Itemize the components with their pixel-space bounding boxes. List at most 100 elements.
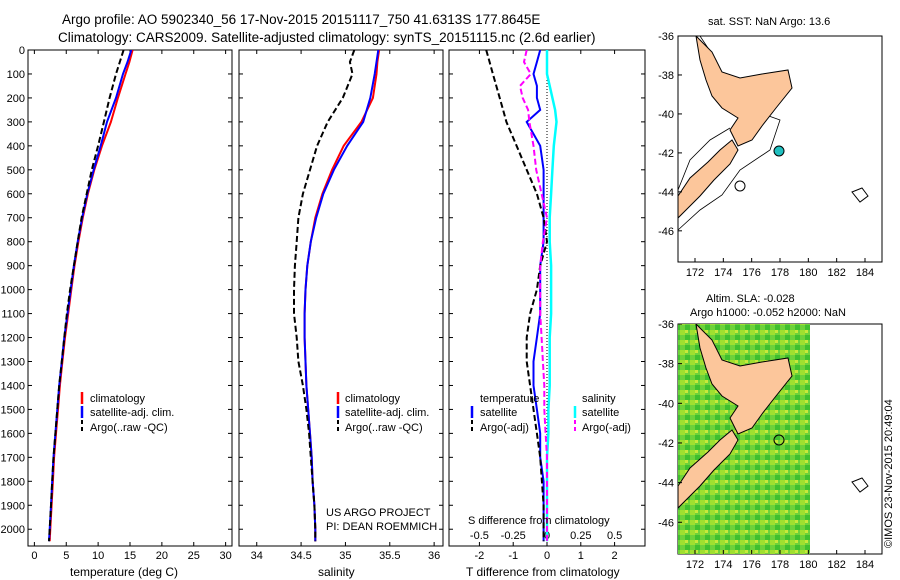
depth-tick-label: 400 [7,141,25,153]
legend-t-satellite: satellite [480,407,517,419]
legend-s-argo: Argo(-adj) [582,422,631,434]
legend-t-argo: Argo(-adj) [480,422,529,434]
series-line-temperature-argo-adj- [485,50,549,542]
depth-tick-label: 600 [7,189,25,201]
lat-tick-label: -44 [658,187,674,199]
series-line-argo-raw-qc- [293,50,356,542]
series-line-salinity-satellite [545,50,558,542]
temperature-x-tick-label: 15 [124,550,136,562]
salinity-x-tick-label: 35.5 [379,550,400,562]
salinity-lines [293,50,381,542]
sst-map: sat. SST: NaN Argo: 13.6 -36 -38 -40 -42 -44… [658,16,883,279]
temperature-depth-ticks: 0 100 200 300 400 500 600 700 800 900 1000 1100 1200… [1,45,232,536]
temperature-lines [48,50,134,542]
lat-tick-label: -46 [658,226,674,238]
depth-tick-label: 900 [7,261,25,273]
temperature-x-tick-label: 5 [63,550,69,562]
depth-tick-label: 1900 [1,500,25,512]
depth-tick-label: 2000 [1,524,25,536]
temperature-legend-argo: Argo(..raw -QC) [90,422,168,434]
temperature-x-tick-label: 30 [220,550,232,562]
depth-tick-label: 100 [7,69,25,81]
salinity-legend-climatology: climatology [345,393,401,405]
temperature-axes [27,49,233,547]
lat-tick-label: -38 [658,359,674,371]
temperature-x-tick-label: 25 [188,550,200,562]
temperature-x-tick-label: 10 [92,550,104,562]
salinity-xlabel: salinity [318,565,355,579]
temperature-legend-climatology: climatology [90,393,146,405]
depth-tick-label: 1100 [1,309,25,321]
sla-map-lon-ticks: 172 174 176 178 180 182 184 [686,550,874,571]
lat-tick-label: -42 [658,148,674,160]
lon-tick-label: 180 [799,559,817,571]
depth-tick-label: 1000 [1,285,25,297]
salinity-x-tick-label: 35 [339,550,351,562]
lon-tick-label: 182 [827,559,845,571]
salinity-legend: climatology satellite-adj. clim. Argo(..… [336,392,429,434]
lat-tick-label: -36 [658,31,674,43]
sla-map-title-1: Altim. SLA: -0.028 [706,293,795,305]
difference-panel: -2 -1 0 1 2 -0.5 -0.25 0 0.25 0.5 S difference f… [448,49,646,579]
salinity-panel: 34 34.5 35 35.5 36 salinity climatology sate… [238,49,444,579]
difference-t-tick-label: -2 [475,550,485,562]
lat-tick-label: -44 [658,478,674,490]
difference-s-tick-label: 0.5 [607,530,622,542]
sla-map-title-2: Argo h1000: -0.052 h2000: NaN [690,307,846,319]
series-line-satellite-adj-clim- [48,50,133,542]
sla-map: Altim. SLA: -0.028 Argo h1000: -0.052 h2… [658,293,883,571]
north-island [695,324,793,435]
difference-s-tick-label: -0.5 [470,530,489,542]
series-line-salinity-argo-adj- [518,50,549,542]
depth-tick-label: 1500 [1,404,25,416]
depth-tick-label: 800 [7,237,25,249]
s-difference-label: S difference from climatology [468,515,610,527]
sst-map-title: sat. SST: NaN Argo: 13.6 [708,16,830,28]
argo-float-marker [773,145,785,157]
altimetry-field [678,324,810,554]
lon-tick-label: 178 [771,267,789,279]
depth-tick-label: 1200 [1,333,25,345]
difference-lines [485,50,558,542]
lon-tick-label: 184 [856,559,874,571]
lat-tick-label: -38 [658,70,674,82]
header-line-2: Climatology: CARS2009. Satellite-adjuste… [58,30,596,45]
lon-tick-label: 174 [714,267,732,279]
temperature-x-tick-label: 0 [31,550,37,562]
small-island [734,180,746,192]
temperature-legend: climatology satellite-adj. clim. Argo(..… [80,392,174,434]
depth-tick-label: 500 [7,165,25,177]
difference-t-tick-label: 2 [612,550,618,562]
credit-pi: PI: DEAN ROEMMICH [326,521,437,533]
salinity-legend-argo: Argo(..raw -QC) [345,422,423,434]
chatham-island [851,477,869,493]
difference-t-tick-label: 1 [578,550,584,562]
salinity-legend-satellite: satellite-adj. clim. [345,407,429,419]
lon-tick-label: 172 [686,559,704,571]
depth-tick-label: 1800 [1,476,25,488]
t-difference-label: T difference from climatology [466,565,620,579]
temperature-legend-satellite: satellite-adj. clim. [90,407,174,419]
lon-tick-label: 178 [771,559,789,571]
series-line-satellite-adj-clim- [303,50,380,542]
south-island [678,139,739,219]
lat-tick-label: -36 [658,319,674,331]
lon-tick-label: 174 [714,559,732,571]
sst-map-lat-ticks: -36 -38 -40 -42 -44 -46 [658,31,682,238]
depth-tick-label: 300 [7,117,25,129]
lon-tick-label: 184 [856,267,874,279]
depth-tick-label: 200 [7,93,25,105]
lat-tick-label: -40 [658,398,674,410]
depth-tick-label: 1400 [1,380,25,392]
lat-tick-label: -40 [658,109,674,121]
temperature-x-ticks: 0 5 10 15 20 25 30 [31,50,232,562]
lat-tick-label: -42 [658,438,674,450]
lon-tick-label: 180 [799,267,817,279]
credit-project: US ARGO PROJECT [326,507,431,519]
header-line-1: Argo profile: AO 5902340_56 17-Nov-2015 … [62,12,540,27]
legend-salinity-title: salinity [582,393,616,405]
salinity-x-tick-label: 36 [428,550,440,562]
difference-t-tick-label: 0 [544,550,550,562]
argo-float-marker [773,434,785,446]
